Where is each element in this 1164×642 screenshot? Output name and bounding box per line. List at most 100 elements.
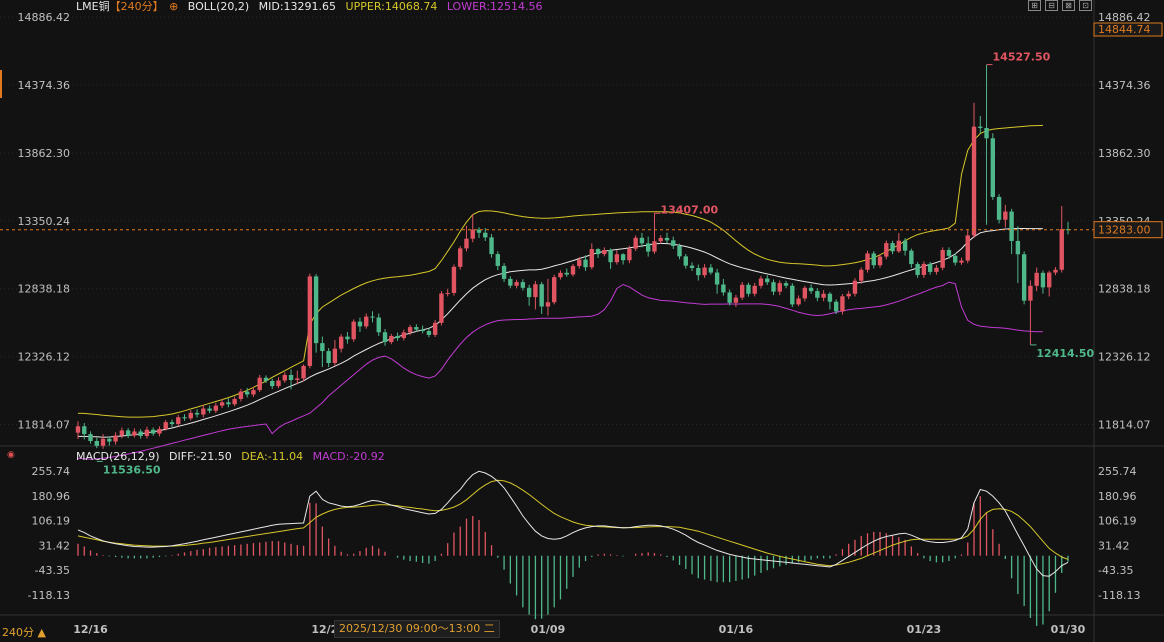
candle-body [583,259,588,268]
macd-y-tick-right: 180.96 [1098,490,1137,503]
candle-body [514,282,519,286]
candle-body [176,417,181,425]
axis-high-box [1093,22,1163,37]
y-tick-left: 14374.36 [18,79,71,92]
minimize-icon[interactable]: ⊟ [1045,0,1058,11]
close-icon[interactable]: ⊠ [1062,0,1075,11]
candle-body [1059,229,1064,270]
macd-header: MACD(26,12,9) DIFF:-21.50 DEA:-11.04 MAC… [76,450,391,463]
candle-body [1009,211,1014,241]
candle-body [489,237,494,255]
candle-body [808,287,814,292]
candle-body [207,408,212,411]
candle-body [577,259,582,267]
candle-body [859,269,864,281]
candle-body [150,429,156,434]
candle-body [821,293,826,298]
candle-body [815,291,820,298]
macd-diff: DIFF:-21.50 [169,450,232,463]
candle-body [351,321,356,340]
candle-body [125,430,131,436]
candle-body [288,374,294,380]
candle-body [338,336,344,349]
macd-y-tick-left: 31.42 [39,539,71,552]
candle-body [739,284,745,298]
candle-body [846,293,851,297]
candle-body [564,272,569,275]
candle-body [664,237,670,241]
candle-body [884,243,889,257]
y-tick-right: 11814.07 [1098,419,1151,432]
candle-body [771,282,776,292]
candle-body [407,327,413,333]
restore-icon[interactable]: ⊡ [1079,0,1092,11]
candle-body [526,287,532,298]
axis-labels: 14886.42 14886.42 14374.36 14374.36 13862.30… [0,11,1163,636]
candle-body [689,265,695,269]
crosshair-time: 2025/12/30 09:00～13:00 二 [334,620,500,638]
macd-y-tick-right: 106.19 [1098,515,1137,528]
candle-body [1003,211,1008,220]
candle-body [721,284,726,293]
candle-body [138,431,143,436]
candle-body [984,127,989,139]
candle-body [395,335,400,339]
boll-label[interactable]: BOLL(20,2) [187,0,250,13]
candles [75,64,1071,449]
candle-body [677,246,682,257]
candle-body [307,276,313,366]
candle-body [458,248,463,267]
x-tick: 12/16 [73,623,108,636]
macd-marker-icon[interactable]: ◉ [7,450,15,460]
period-selector[interactable]: 240分 ▲ [2,624,46,640]
candle-body [163,422,168,429]
y-tick-left: 12838.18 [18,283,71,296]
candle-body [276,380,281,387]
candle-body [953,255,958,263]
maximize-icon[interactable]: ⊞ [1028,0,1041,11]
settings-icon[interactable]: ⊕ [169,0,179,13]
low-annotation: 12414.50 [1036,347,1094,360]
macd-label[interactable]: MACD(26,12,9) [76,450,160,463]
candle-body [345,336,350,340]
candle-body [1047,272,1052,288]
macd-panel [77,470,1069,626]
candle-body [927,263,933,272]
y-tick-left: 13862.30 [18,147,71,160]
candle-body [364,316,369,327]
candle-body [658,237,663,242]
candle-body [94,441,99,446]
candle-body [796,298,801,305]
macd-y-tick-left: -43.35 [35,564,70,577]
candle-body [401,332,407,339]
candle-body [552,277,557,303]
candle-body [219,402,225,406]
candle-body [978,126,983,128]
candle-body [508,278,513,286]
candle-body [639,237,645,244]
candle-body [871,253,876,266]
candle-body [645,243,651,252]
candle-body [501,265,507,279]
candle-body [301,365,306,379]
candle-body [765,278,770,283]
candle-body [326,351,331,364]
candle-body [451,266,457,293]
current-price-box [1093,221,1163,239]
symbol-label[interactable]: LME铜 [76,0,110,13]
candle-body [1015,240,1021,255]
candle-body [696,268,701,276]
triangle-up-icon: ▲ [37,626,46,639]
period-tag[interactable]: 【240分】 [109,0,164,13]
candle-body [157,428,162,434]
x-tick: 01/09 [531,623,566,636]
candle-body [909,250,914,265]
candle-body [376,317,381,333]
boll-header: LME铜【240分】 ⊕ BOLL(20,2) MID:13291.65 UPP… [76,0,549,14]
candle-body [533,284,538,298]
candle-body [313,276,319,344]
macd-y-tick-left: 255.74 [32,465,71,478]
boll-lines [77,124,1043,460]
x-tick: 01/23 [907,623,942,636]
